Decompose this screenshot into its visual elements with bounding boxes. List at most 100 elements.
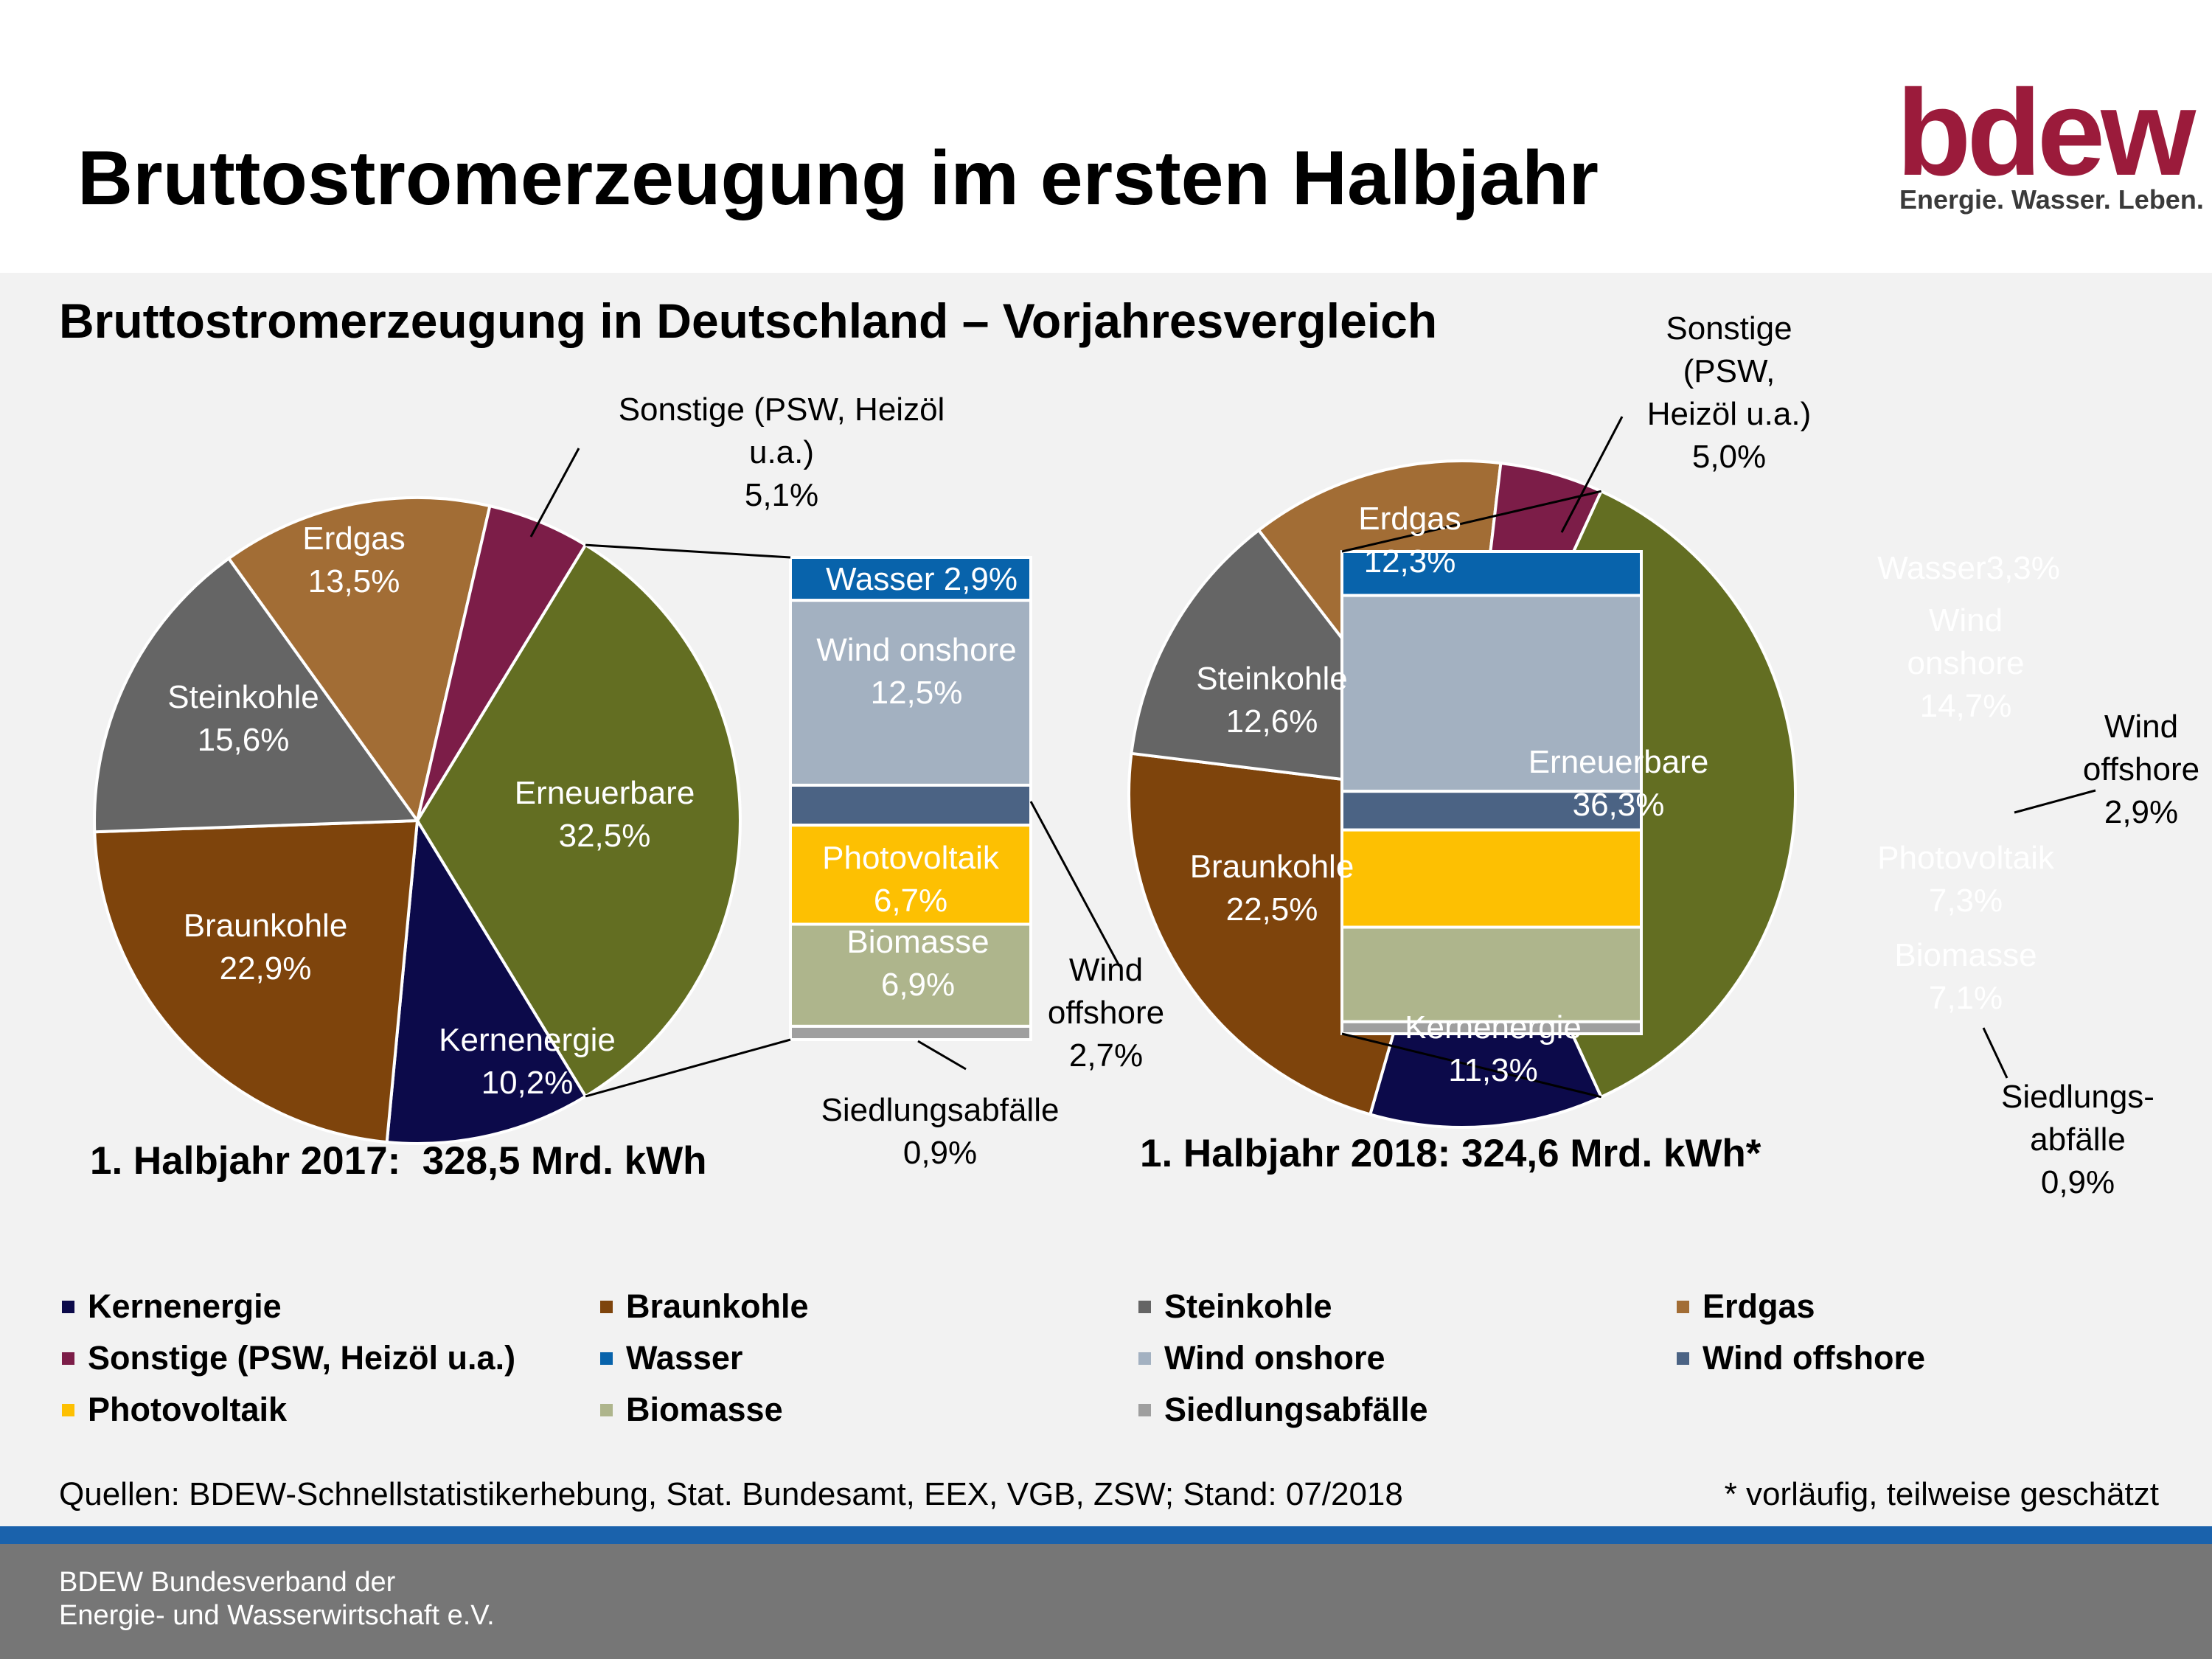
- stack-wind-onshore: [789, 599, 1032, 787]
- connector-top: [1341, 490, 1601, 553]
- legend-label: Biomasse: [626, 1391, 783, 1428]
- footer-organization: BDEW Bundesverband der Energie- und Wass…: [59, 1566, 495, 1632]
- label-siedlungsabfälle-line: 0,9%: [903, 1135, 977, 1171]
- legend-swatch: [1677, 1300, 1689, 1313]
- label-kernenergie-line: Kernenergie: [439, 1022, 616, 1058]
- stack-wind-offshore: [1340, 790, 1643, 832]
- label-erneuerbare: Erneuerbare 36,3%: [1528, 744, 1709, 823]
- stack-wind-offshore: [789, 783, 1032, 827]
- label-siedlungsabfälle-line: Siedlungs-: [2001, 1079, 2154, 1115]
- label-wind-offshore-line: 2,7%: [1069, 1037, 1143, 1074]
- label-braunkohle-line: 22,9%: [220, 950, 312, 987]
- slice-braunkohle: [93, 818, 420, 1144]
- label-photovoltaik-line: Photovoltaik: [1877, 840, 2055, 876]
- label-braunkohle-line: Braunkohle: [184, 908, 348, 944]
- footer-accent-bar: [0, 1526, 2212, 1544]
- logo-tagline: Energie. Wasser. Leben.: [1899, 184, 2204, 215]
- label-pointer: [529, 448, 580, 538]
- legend-label: Wind offshore: [1703, 1339, 1926, 1377]
- page-title: Bruttostromerzeugung im ersten Halbjahr: [77, 136, 1599, 221]
- label-sonstige-psw-heizöl-u-a-line: Sonstige (PSW, Heizöl: [619, 392, 945, 428]
- slice-erdgas: [226, 496, 492, 824]
- label-wasser: Wasser3,3%: [1877, 550, 2060, 586]
- legend-item-sonstige-psw-heizöl-u-a: Sonstige (PSW, Heizöl u.a.): [62, 1336, 515, 1380]
- label-steinkohle-line: Steinkohle: [1196, 661, 1347, 697]
- legend-item-braunkohle: Braunkohle: [600, 1284, 809, 1329]
- label-steinkohle: Steinkohle 12,6%: [1196, 661, 1347, 740]
- footnote: * vorläufig, teilweise geschätzt: [1724, 1476, 2159, 1512]
- legend-label: Steinkohle: [1164, 1287, 1332, 1325]
- label-sonstige-psw-heizöl-u-a-line: u.a.): [749, 434, 814, 470]
- label-sonstige-psw-heizöl-u-a-line: Sonstige: [1666, 310, 1792, 347]
- connector-bottom: [1341, 1032, 1601, 1099]
- footer-line-2: Energie- und Wasserwirtschaft e.V.: [59, 1599, 495, 1631]
- legend-swatch: [600, 1403, 613, 1416]
- legend-item-erdgas: Erdgas: [1677, 1284, 1815, 1329]
- label-biomasse-line: 6,9%: [881, 967, 955, 1003]
- label-wind-offshore: Wind offshore 2,7%: [1048, 952, 1164, 1074]
- label-erneuerbare-line: 32,5%: [559, 818, 651, 854]
- label-photovoltaik-line: 6,7%: [874, 883, 947, 919]
- footer-line-1: BDEW Bundesverband der: [59, 1567, 396, 1598]
- total-2018: 1. Halbjahr 2018: 324,6 Mrd. kWh*: [1140, 1132, 1761, 1175]
- connector-top: [585, 543, 791, 559]
- slice-kernenergie: [385, 815, 588, 1145]
- label-kernenergie-line: Kernenergie: [1405, 1009, 1582, 1046]
- label-braunkohle-line: Braunkohle: [1190, 849, 1354, 885]
- label-wind-onshore-line: onshore: [1907, 645, 2024, 681]
- legend-label: Photovoltaik: [88, 1391, 288, 1428]
- label-erneuerbare: Erneuerbare 32,5%: [515, 775, 695, 854]
- label-erdgas: Erdgas 13,5%: [302, 521, 405, 599]
- stack-photovoltaik: [789, 824, 1032, 926]
- label-erdgas-line: Erdgas: [1358, 501, 1461, 537]
- label-siedlungsabfälle-line: 0,9%: [2041, 1164, 2115, 1200]
- legend-swatch: [62, 1403, 74, 1416]
- label-wind-onshore-line: Wind: [1929, 602, 2003, 639]
- legend-item-kernenergie: Kernenergie: [62, 1284, 282, 1329]
- legend-label: Wasser: [626, 1339, 743, 1377]
- label-sonstige-psw-heizöl-u-a-line: 5,0%: [1692, 439, 1766, 475]
- label-pointer: [1982, 1027, 2008, 1079]
- label-wind-onshore-line: 14,7%: [1920, 688, 2012, 724]
- legend-item-photovoltaik: Photovoltaik: [62, 1388, 287, 1432]
- total-2017: 1. Halbjahr 2017: 328,5 Mrd. kWh: [90, 1139, 707, 1183]
- label-pointer: [2014, 789, 2096, 814]
- legend-swatch: [1138, 1352, 1151, 1365]
- label-wind-onshore: Wind onshore 14,7%: [1907, 602, 2024, 724]
- label-wind-onshore: Wind onshore 12,5%: [816, 632, 1016, 711]
- slice-steinkohle: [93, 556, 420, 834]
- label-steinkohle-line: Steinkohle: [167, 679, 319, 715]
- label-sonstige-psw-heizöl-u-a-line: 5,1%: [745, 477, 818, 513]
- bdew-logo: bdew Energie. Wasser. Leben.: [1896, 72, 2204, 220]
- label-photovoltaik: Photovoltaik 6,7%: [822, 840, 1000, 919]
- pie-chart-1: [1127, 416, 2096, 1129]
- legend-label: Kernenergie: [88, 1287, 282, 1325]
- label-wind-offshore-line: Wind: [2104, 709, 2178, 745]
- label-sonstige-psw-heizöl-u-a-line: Heizöl u.a.): [1647, 396, 1812, 432]
- legend-label: Sonstige (PSW, Heizöl u.a.): [88, 1339, 516, 1377]
- label-wasser: Wasser 2,9%: [826, 561, 1018, 597]
- stack-biomasse: [1340, 925, 1643, 1023]
- label-photovoltaik: Photovoltaik 7,3%: [1877, 840, 2055, 919]
- label-wind-onshore-line: 12,5%: [871, 675, 963, 711]
- label-braunkohle: Braunkohle 22,9%: [184, 908, 348, 987]
- label-wind-offshore-line: offshore: [2083, 751, 2199, 787]
- label-erdgas: Erdgas 12,3%: [1358, 501, 1461, 580]
- label-wasser-line: Wasser 2,9%: [826, 561, 1018, 597]
- label-pointer: [917, 1040, 967, 1071]
- label-wind-offshore: Wind offshore 2,9%: [2083, 709, 2199, 830]
- logo-wordmark: bdew: [1896, 65, 2196, 201]
- legend-swatch: [62, 1352, 74, 1365]
- label-sonstige-psw-heizöl-u-a: Sonstige (PSW, Heizöl u.a.) 5,0%: [1647, 310, 1812, 475]
- label-erdgas-line: Erdgas: [302, 521, 405, 557]
- chart-subtitle: Bruttostromerzeugung in Deutschland – Vo…: [59, 293, 1438, 348]
- label-siedlungsabfälle-line: Siedlungsabfälle: [821, 1092, 1060, 1128]
- legend-item-wind-onshore: Wind onshore: [1138, 1336, 1385, 1380]
- label-wind-onshore-line: Wind onshore: [816, 632, 1016, 668]
- label-steinkohle-line: 15,6%: [198, 722, 290, 758]
- label-biomasse-line: 7,1%: [1929, 980, 2003, 1016]
- legend-item-wind-offshore: Wind offshore: [1677, 1336, 1925, 1380]
- sources-note: Quellen: BDEW-Schnellstatistikerhebung, …: [59, 1476, 1403, 1512]
- legend-item-biomasse: Biomasse: [600, 1388, 783, 1432]
